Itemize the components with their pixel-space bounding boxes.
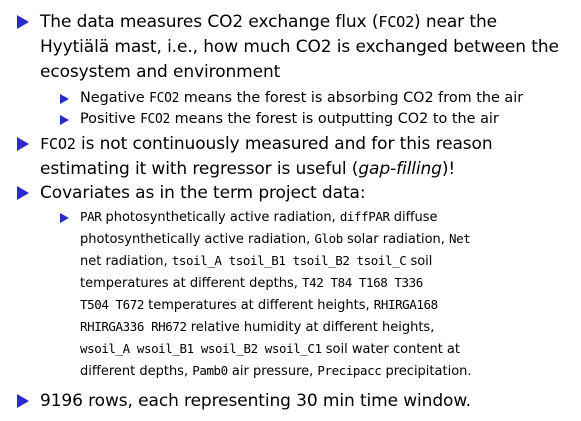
- code-fco2: FCO2: [378, 13, 414, 31]
- bullet-2-line-1: FCO2 is not continuously measured and fo…: [40, 134, 493, 154]
- covariates-line-8: different depths, Pamb0 air pressure, Pr…: [80, 363, 472, 379]
- bullet-marker-1: [17, 15, 29, 29]
- bullet-marker-4: [17, 394, 29, 408]
- bullet-2-line-2: estimating it with regressor is useful (…: [40, 159, 456, 179]
- bullet-1-line-1: The data measures CO2 exchange flux (FCO…: [40, 12, 497, 32]
- covariates-line-1: PAR photosynthetically active radiation,…: [80, 209, 438, 225]
- sub-bullet-marker-1a: [60, 94, 69, 104]
- code-fco2: FCO2: [140, 112, 171, 127]
- covariates-line-6: RHIRGA336 RH672 relative humidity at dif…: [80, 319, 435, 335]
- covariates-line-3: net radiation, tsoil_A tsoil_B1 tsoil_B2…: [80, 253, 433, 269]
- covariates-line-2: photosynthetically active radiation, Glo…: [80, 231, 471, 247]
- sub-bullet-marker-3a: [60, 213, 69, 223]
- bullet-4-line-1: 9196 rows, each representing 30 min time…: [40, 391, 471, 411]
- code-fco2: FCO2: [149, 91, 180, 106]
- bullet-marker-3: [17, 186, 29, 200]
- bullet-1-line-3: ecosystem and environment: [40, 62, 281, 82]
- code-fco2: FCO2: [40, 135, 76, 153]
- covariates-line-5: T504 T672 temperatures at different heig…: [80, 297, 438, 313]
- sub-bullet-1a: Negative FCO2 means the forest is absorb…: [80, 90, 524, 106]
- sub-bullet-marker-1b: [60, 115, 69, 125]
- covariates-line-4: temperatures at different depths, T42 T8…: [80, 275, 423, 291]
- sub-bullet-1b: Positive FCO2 means the forest is output…: [80, 111, 499, 127]
- bullet-3-line-1: Covariates as in the term project data:: [40, 183, 366, 203]
- bullet-marker-2: [17, 137, 29, 151]
- bullet-1-line-2: Hyytiälä mast, i.e., how much CO2 is exc…: [40, 37, 559, 57]
- gap-filling-emphasis: gap-filling: [358, 159, 442, 179]
- covariates-line-7: wsoil_A wsoil_B1 wsoil_B2 wsoil_C1 soil …: [80, 341, 460, 357]
